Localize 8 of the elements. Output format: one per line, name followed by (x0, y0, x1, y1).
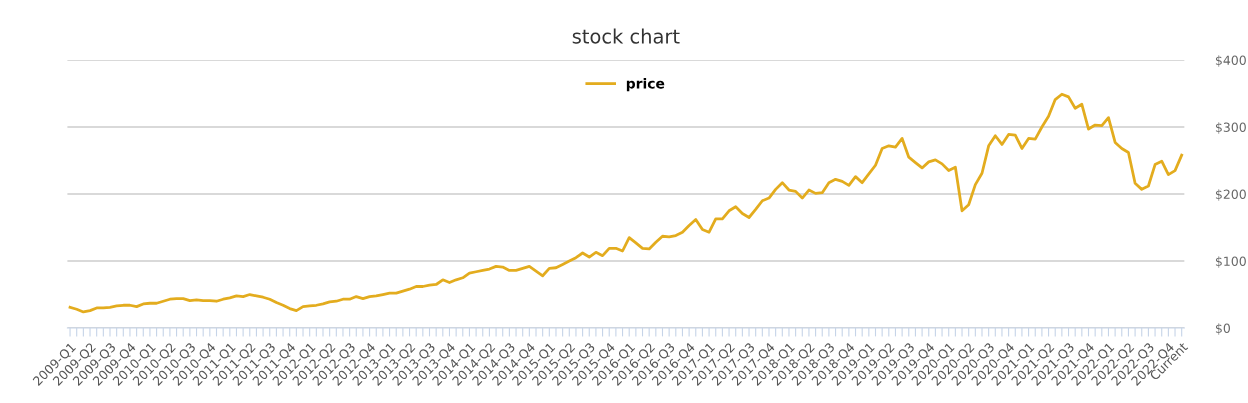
line-series (68, 92, 1184, 314)
chart-title: stock chart (572, 28, 680, 44)
y-tick-label: $300 (1215, 122, 1246, 134)
y-tick-label: $200 (1215, 189, 1246, 201)
y-tick-label: $0 (1215, 323, 1230, 335)
y-tick-label: $100 (1215, 256, 1246, 268)
y-tick-label: $400 (1215, 55, 1246, 67)
legend-label: price (626, 77, 665, 92)
